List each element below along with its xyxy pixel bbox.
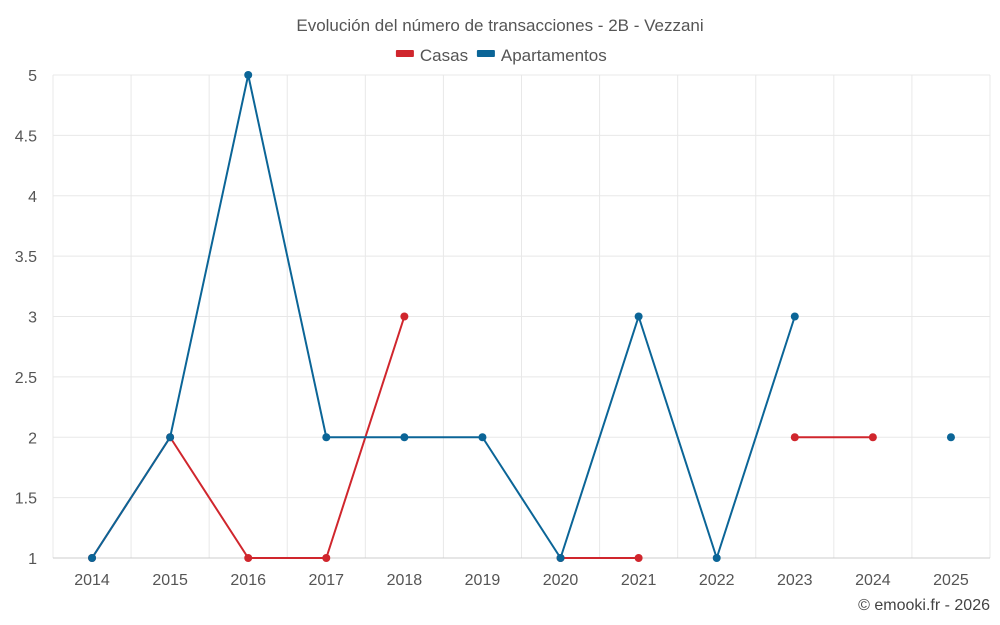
y-tick-label: 3 (28, 310, 37, 327)
x-tick-label: 2022 (699, 572, 735, 589)
y-axis: 1 1.5 2 2.5 3 3.5 4 4.5 5 (15, 68, 37, 568)
series-line (91, 74, 796, 559)
x-tick-label: 2023 (777, 572, 813, 589)
data-point[interactable] (634, 554, 643, 562)
x-tick-label: 2017 (308, 572, 344, 589)
series-group (88, 71, 955, 562)
x-tick-label: 2018 (387, 572, 423, 589)
chart-title: Evolución del número de transacciones - … (296, 16, 703, 35)
legend-label: Casas (420, 46, 468, 65)
data-point[interactable] (400, 312, 409, 321)
data-point[interactable] (244, 71, 253, 79)
y-tick-label: 4.5 (15, 128, 37, 145)
data-point[interactable] (322, 433, 331, 442)
x-tick-label: 2016 (230, 572, 266, 589)
data-point[interactable] (166, 433, 175, 442)
legend-label: Apartamentos (501, 46, 607, 65)
data-point[interactable] (88, 554, 97, 562)
data-point[interactable] (634, 312, 643, 321)
x-axis: 2014 2015 2016 2017 2018 2019 2020 2021 2022 2023… (53, 557, 990, 589)
y-tick-label: 1.5 (15, 491, 37, 508)
data-point[interactable] (478, 433, 487, 442)
data-point[interactable] (400, 433, 409, 442)
x-tick-label: 2025 (933, 572, 969, 589)
x-tick-label: 2014 (74, 572, 110, 589)
data-point[interactable] (244, 554, 253, 562)
data-point[interactable] (322, 554, 331, 562)
grid (52, 74, 991, 559)
y-tick-label: 1 (28, 551, 37, 568)
x-tick-label: 2019 (465, 572, 501, 589)
x-tick-label: 2024 (855, 572, 891, 589)
data-point[interactable] (556, 554, 565, 562)
data-point[interactable] (712, 554, 721, 562)
legend-swatch (395, 50, 414, 57)
legend-item-apartamentos[interactable]: Apartamentos (476, 46, 607, 65)
legend-swatch (476, 50, 495, 57)
data-point[interactable] (790, 312, 799, 321)
legend: Casas Apartamentos (395, 46, 607, 65)
series-apartamentos (88, 71, 955, 562)
y-tick-label: 2 (28, 430, 37, 447)
y-tick-label: 3.5 (15, 249, 37, 266)
y-tick-label: 4 (28, 189, 37, 206)
y-tick-label: 2.5 (15, 370, 37, 387)
credit: © emooki.fr - 2026 (858, 597, 990, 614)
data-point[interactable] (790, 433, 799, 442)
y-tick-label: 5 (28, 68, 37, 85)
x-tick-label: 2015 (152, 572, 188, 589)
x-tick-label: 2020 (543, 572, 579, 589)
legend-item-casas[interactable]: Casas (395, 46, 468, 65)
x-tick-label: 2021 (621, 572, 657, 589)
data-point[interactable] (946, 433, 955, 442)
data-point[interactable] (868, 433, 877, 442)
